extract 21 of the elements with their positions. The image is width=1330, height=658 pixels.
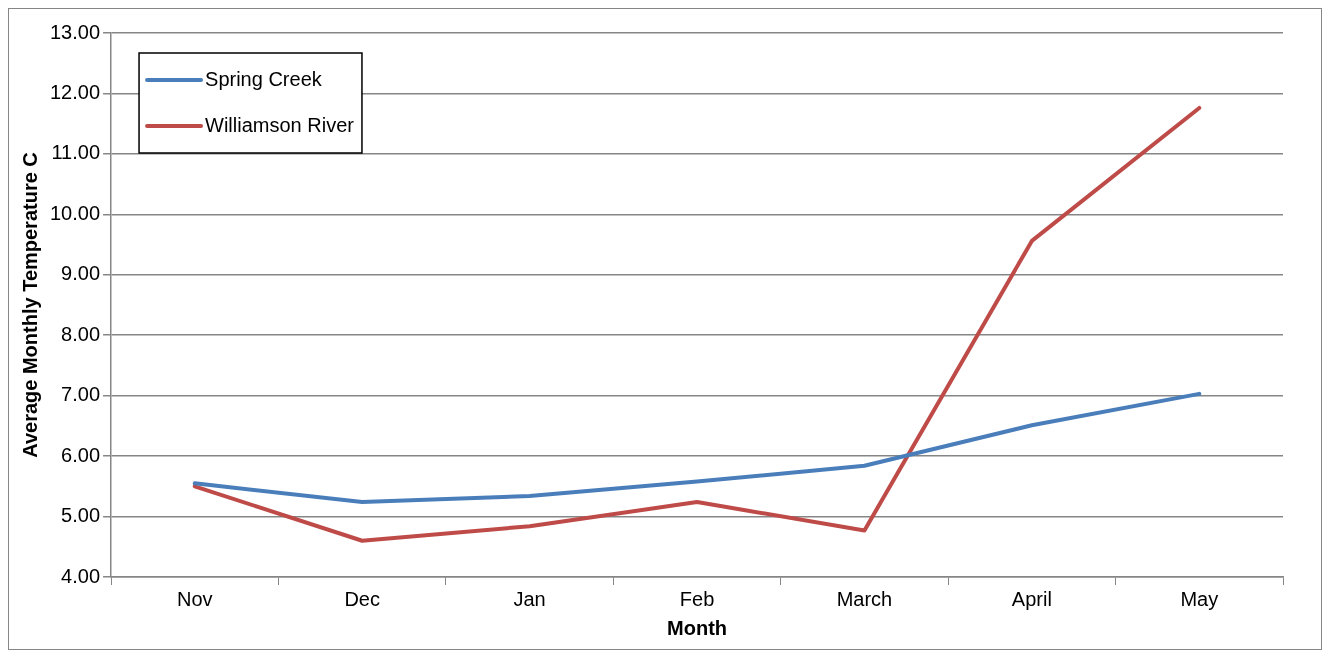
- x-tick-label: April: [1011, 587, 1052, 610]
- x-tick-label: Nov: [176, 587, 213, 610]
- legend-label: Williamson River: [205, 113, 355, 136]
- y-tick-label: 11.00: [51, 141, 101, 164]
- y-tick-label: 6.00: [61, 443, 101, 466]
- y-tick-label: 12.00: [49, 80, 101, 103]
- y-tick-label: 8.00: [61, 322, 101, 345]
- y-tick-label: 13.00: [49, 20, 101, 43]
- x-tick-label: Jan: [513, 587, 546, 610]
- y-tick-label: 5.00: [61, 504, 101, 527]
- y-tick-label: 7.00: [61, 383, 101, 406]
- y-tick-label: 9.00: [61, 262, 101, 285]
- x-tick-label: Dec: [344, 587, 380, 610]
- x-axis-title: Month: [667, 616, 728, 639]
- x-tick-label: May: [1180, 587, 1219, 610]
- x-tick-label: Feb: [679, 587, 715, 610]
- y-tick-label: 10.00: [49, 201, 101, 224]
- y-axis-title: Average Monthly Temperature C: [18, 152, 41, 458]
- legend-label: Spring Creek: [205, 67, 323, 90]
- x-tick-label: March: [836, 587, 893, 610]
- y-tick-label: 4.00: [61, 564, 101, 587]
